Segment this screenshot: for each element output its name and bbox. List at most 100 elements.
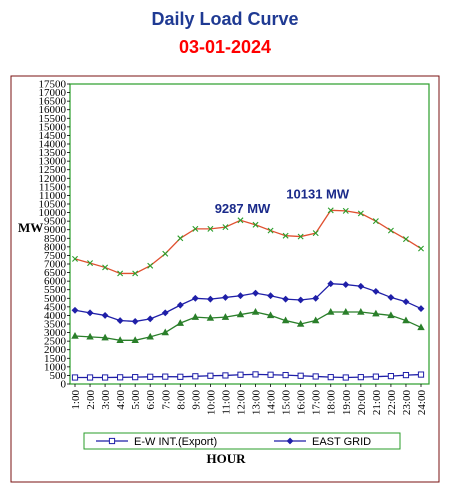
data-point	[387, 373, 395, 380]
series-0	[71, 371, 425, 381]
legend-marker	[286, 437, 294, 445]
data-point	[71, 306, 79, 314]
data-point	[312, 230, 319, 237]
x-tick-label: 19:00	[341, 390, 353, 416]
x-axis-label: HOUR	[207, 451, 247, 466]
y-tick-label: 13000	[39, 156, 67, 168]
data-point	[297, 233, 304, 240]
series-line	[74, 209, 422, 275]
y-tick-label: 15000	[39, 121, 67, 133]
data-point	[222, 224, 229, 231]
y-axis-label: MW	[18, 220, 43, 235]
x-tick-label: 11:00	[220, 390, 232, 415]
data-point	[222, 372, 229, 379]
data-point	[206, 313, 215, 321]
data-point	[296, 319, 305, 327]
data-point	[191, 294, 199, 302]
data-point	[342, 281, 350, 288]
data-point	[402, 236, 409, 243]
data-point	[192, 373, 199, 380]
data-point	[101, 333, 109, 341]
y-tick-label: 1000	[44, 361, 67, 373]
y-tick-label: 11500	[39, 181, 67, 193]
y-tick-label: 3500	[44, 319, 67, 331]
data-point	[236, 310, 245, 318]
x-tick-label: 21:00	[371, 390, 383, 416]
series-2	[71, 307, 425, 343]
data-point	[357, 282, 365, 290]
data-point	[297, 372, 304, 379]
x-tick-label: 15:00	[281, 390, 293, 416]
data-point	[161, 309, 169, 317]
data-point	[342, 207, 349, 214]
data-point	[372, 288, 380, 295]
data-point	[282, 295, 290, 303]
y-tick-label: 12500	[39, 164, 67, 176]
data-point	[372, 309, 380, 317]
y-tick-label: 16000	[39, 104, 67, 116]
data-point	[281, 316, 290, 324]
y-tick-label: 4000	[44, 310, 67, 322]
y-tick-label: 12000	[39, 173, 67, 185]
data-point	[387, 294, 395, 301]
y-tick-label: 9000	[44, 224, 67, 236]
x-tick-label: 3:00	[100, 390, 112, 410]
peak-annotation: 9287 MW	[215, 201, 271, 216]
y-tick-label: 11000	[39, 190, 67, 202]
data-point	[311, 316, 320, 324]
series-line	[74, 311, 422, 341]
y-axis: 0500100015002000250030003500400045005000…	[39, 79, 70, 391]
data-point	[418, 245, 424, 252]
data-point	[282, 232, 289, 239]
x-tick-label: 18:00	[326, 390, 338, 416]
peak-annotation: 10131 MW	[286, 186, 350, 201]
data-point	[177, 235, 184, 242]
data-point	[342, 374, 349, 381]
data-point	[102, 264, 109, 271]
data-point	[327, 207, 334, 214]
data-point	[132, 374, 139, 381]
legend	[83, 432, 401, 450]
x-tick-label: 9:00	[190, 390, 202, 410]
data-point	[71, 374, 79, 381]
data-point	[176, 301, 184, 309]
y-tick-label: 16500	[39, 96, 67, 108]
x-tick-label: 24:00	[416, 390, 428, 416]
data-point	[71, 331, 79, 339]
data-point	[116, 317, 124, 324]
data-point	[131, 336, 139, 343]
data-point	[192, 225, 199, 232]
legend-marker	[108, 437, 116, 445]
data-point	[252, 371, 259, 378]
series-3	[72, 207, 424, 277]
data-point	[222, 294, 229, 301]
data-point	[402, 298, 410, 306]
y-tick-label: 4500	[44, 301, 67, 313]
data-point	[342, 307, 350, 315]
x-tick-label: 22:00	[386, 390, 398, 416]
x-tick-label: 8:00	[175, 390, 187, 410]
chart-date: 03-01-2024	[178, 37, 272, 57]
data-point	[282, 371, 289, 379]
x-tick-label: 2:00	[85, 390, 97, 410]
legend-label: E-W INT.(Export)	[134, 436, 217, 448]
plot-area	[69, 83, 430, 385]
data-point	[86, 309, 94, 317]
data-point	[237, 292, 244, 300]
legend-item: E-W INT.(Export)	[96, 436, 217, 448]
data-point	[297, 296, 305, 304]
data-point	[177, 373, 184, 380]
x-tick-label: 7:00	[160, 390, 172, 410]
data-point	[147, 262, 154, 269]
y-tick-label: 8000	[44, 241, 67, 253]
y-tick-label: 0	[61, 379, 67, 391]
data-point	[266, 311, 275, 319]
data-point	[147, 373, 154, 380]
x-tick-label: 4:00	[115, 390, 127, 410]
data-point	[312, 294, 320, 302]
data-point	[237, 217, 244, 224]
y-tick-label: 500	[50, 370, 67, 382]
y-tick-label: 14000	[39, 139, 67, 151]
series-1	[71, 280, 425, 325]
